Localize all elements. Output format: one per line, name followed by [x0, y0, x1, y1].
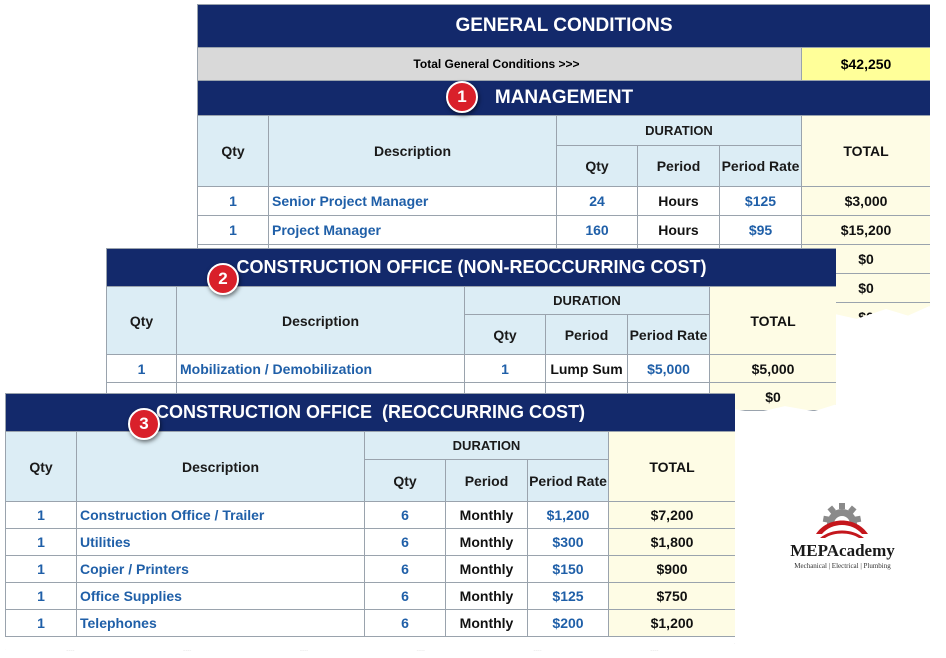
row-qty: 1 — [5, 582, 77, 610]
table-row: 1 Construction Office / Trailer 6 Monthl… — [5, 501, 735, 529]
row-description: Office Supplies — [76, 582, 365, 610]
col-description-header: Description — [176, 286, 465, 355]
table-row: 1 Senior Project Manager 24 Hours $125 $… — [197, 186, 930, 216]
row-description: Utilities — [76, 528, 365, 556]
col-period-rate-header: Period Rate — [527, 459, 609, 502]
row-period: Monthly — [445, 528, 528, 556]
logo-tagline: Mechanical | Electrical | Plumbing — [794, 562, 891, 570]
col-duration-header: DURATION — [556, 115, 802, 146]
row-rate: $125 — [719, 186, 802, 216]
row-description: Senior Project Manager — [268, 186, 557, 216]
row-duration-qty: 6 — [364, 582, 446, 610]
col-period-header: Period — [637, 145, 720, 187]
row-description: Construction Office / Trailer — [76, 501, 365, 529]
row-duration-qty: 6 — [364, 501, 446, 529]
row-duration-qty: 160 — [556, 215, 638, 245]
management-section-title: MANAGEMENT — [197, 80, 930, 116]
row-rate: $95 — [719, 215, 802, 245]
row-total: $1,200 — [607, 609, 735, 637]
row-rate: $5,000 — [627, 354, 710, 383]
col-duration-header: DURATION — [364, 431, 609, 460]
col-total-header: TOTAL — [708, 286, 836, 355]
row-total: $900 — [607, 555, 735, 583]
row-qty: 1 — [197, 186, 269, 216]
row-description: Mobilization / Demobilization — [176, 354, 465, 383]
logo-name: MEPAcademy — [790, 541, 895, 560]
row-rate: $1,200 — [527, 501, 609, 529]
table-row: 1 Office Supplies 6 Monthly $125 $750 — [5, 582, 735, 610]
gear-icon — [816, 503, 868, 538]
row-description: Copier / Printers — [76, 555, 365, 583]
row-total: $750 — [607, 582, 735, 610]
section-badge-2: 2 — [207, 263, 239, 295]
col-period-rate-header: Period Rate — [719, 145, 802, 187]
table-row: 1 Copier / Printers 6 Monthly $150 $900 — [5, 555, 735, 583]
col-period-header: Period — [545, 314, 628, 355]
col-description-header: Description — [76, 431, 365, 502]
row-description: Telephones — [76, 609, 365, 637]
table-row: 1 Telephones 6 Monthly $200 $1,200 — [5, 609, 735, 637]
section-badge-1: 1 — [446, 81, 478, 113]
col-duration-qty-header: Qty — [364, 459, 446, 502]
recurring-section-title: CONSTRUCTION OFFICE (REOCCURRING COST) — [5, 393, 735, 432]
mep-academy-logo: MEPAcademy Mechanical | Electrical | Plu… — [785, 495, 900, 575]
row-rate: $300 — [527, 528, 609, 556]
row-duration-qty: 1 — [464, 354, 546, 383]
row-period: Monthly — [445, 582, 528, 610]
row-qty: 1 — [197, 215, 269, 245]
total-general-conditions-value: $42,250 — [800, 47, 930, 81]
col-duration-header: DURATION — [464, 286, 710, 315]
row-period: Monthly — [445, 609, 528, 637]
row-rate: $125 — [527, 582, 609, 610]
row-total: $1,800 — [607, 528, 735, 556]
row-duration-qty: 6 — [364, 528, 446, 556]
row-total: $5,000 — [708, 354, 836, 383]
row-period: Lump Sum — [545, 354, 628, 383]
total-general-conditions-label: Total General Conditions >>> — [197, 47, 802, 81]
construction-office-recurring-table: CONSTRUCTION OFFICE (REOCCURRING COST) Q… — [5, 393, 735, 637]
col-qty-header: Qty — [5, 431, 77, 502]
general-conditions-title: GENERAL CONDITIONS — [197, 4, 930, 48]
row-qty: 1 — [5, 555, 77, 583]
construction-office-recurring-sheet: CONSTRUCTION OFFICE (REOCCURRING COST) Q… — [5, 393, 735, 651]
row-rate: $150 — [527, 555, 609, 583]
row-period: Monthly — [445, 501, 528, 529]
row-total: $15,200 — [800, 215, 930, 245]
col-duration-qty-header: Qty — [464, 314, 546, 355]
row-total: $7,200 — [607, 501, 735, 529]
row-period: Monthly — [445, 555, 528, 583]
row-qty: 1 — [5, 501, 77, 529]
col-total-header: TOTAL — [800, 115, 930, 187]
row-duration-qty: 6 — [364, 609, 446, 637]
row-duration-qty: 24 — [556, 186, 638, 216]
row-qty: 1 — [106, 354, 177, 383]
row-period: Hours — [637, 186, 720, 216]
col-qty-header: Qty — [197, 115, 269, 187]
row-description: Project Manager — [268, 215, 557, 245]
row-qty: 1 — [5, 609, 77, 637]
row-duration-qty: 6 — [364, 555, 446, 583]
row-qty: 1 — [5, 528, 77, 556]
col-description-header: Description — [268, 115, 557, 187]
table-row: 1 Mobilization / Demobilization 1 Lump S… — [106, 354, 836, 383]
col-duration-qty-header: Qty — [556, 145, 638, 187]
col-period-rate-header: Period Rate — [627, 314, 710, 355]
row-total: $3,000 — [800, 186, 930, 216]
col-period-header: Period — [445, 459, 528, 502]
row-rate: $200 — [527, 609, 609, 637]
table-row: 1 Project Manager 160 Hours $95 $15,200 — [197, 215, 930, 245]
col-total-header: TOTAL — [607, 431, 735, 502]
management-title-text: MANAGEMENT — [494, 87, 634, 108]
row-period: Hours — [637, 215, 720, 245]
section-badge-3: 3 — [128, 408, 160, 440]
table-row: 1 Utilities 6 Monthly $300 $1,800 — [5, 528, 735, 556]
col-qty-header: Qty — [106, 286, 177, 355]
